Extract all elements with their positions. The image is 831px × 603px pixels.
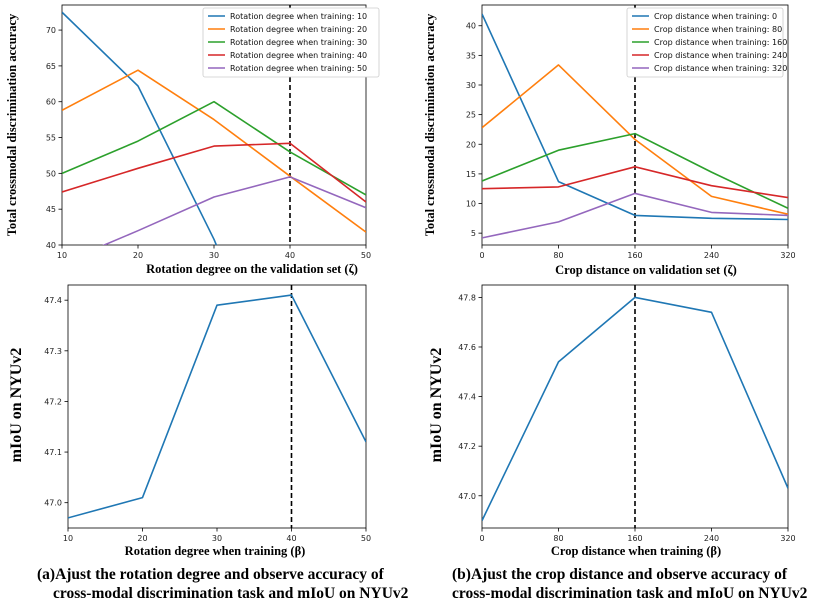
y-tick-label: 20 [466, 140, 476, 149]
legend-entry: Rotation degree when training: 30 [230, 38, 367, 47]
panel-b-top: 0 80 160 240 320 5 10 15 20 25 30 35 40 Crop distance… [466, 4, 796, 260]
panel-a-bottom: 10 20 30 40 50 47.0 47.1 47.2 47.3 47.4 [44, 284, 371, 543]
x-tick-label: 0 [479, 534, 484, 543]
y-tick-label: 55 [46, 134, 56, 143]
series-line [62, 11, 218, 245]
legend-entry: Rotation degree when training: 20 [230, 25, 367, 34]
caption-b-line1: (b)Ajust the crop distance and observe a… [452, 566, 788, 583]
legend-entry: Rotation degree when training: 50 [230, 64, 367, 73]
y-tick-label: 65 [46, 62, 56, 71]
y-tick-label: 60 [46, 98, 56, 107]
series-group [62, 11, 366, 245]
series-line [68, 294, 366, 519]
y-tick-label: 25 [466, 111, 476, 120]
panel-a-top-xlabel: Rotation degree on the validation set (ζ… [146, 262, 358, 276]
y-tick-label: 47.8 [458, 293, 476, 302]
legend-entry: Crop distance when training: 240 [654, 51, 787, 60]
y-tick-label: 70 [46, 26, 56, 35]
panel-a-top: 10 20 30 40 50 40 45 50 55 60 65 70 Rotation degree … [46, 4, 380, 260]
x-tick-label: 320 [780, 251, 795, 260]
series-group [482, 296, 788, 521]
x-tick-label: 40 [285, 251, 295, 260]
series-line [482, 13, 788, 221]
series-line [482, 132, 788, 210]
panel-a-top-ylabel: Total crossmodal discrimination accuracy [5, 13, 19, 236]
y-tick-label: 47.2 [458, 442, 476, 451]
panel-a-bottom-xlabel: Rotation degree when training (β) [125, 544, 306, 558]
caption-a-line1: (a)Ajust the rotation degree and observe… [37, 566, 385, 583]
y-tick-label: 47.0 [44, 499, 62, 508]
x-tick-label: 0 [479, 251, 484, 260]
series-line [62, 100, 366, 196]
panel-b-top-xlabel: Crop distance on validation set (ζ) [555, 263, 737, 277]
y-tick-label: 10 [466, 200, 476, 209]
panel-a-bottom-ylabel: mIoU on NYUv2 [8, 348, 25, 463]
y-tick-label: 40 [466, 22, 476, 31]
x-tick-label: 160 [627, 534, 642, 543]
y-tick-label: 47.4 [44, 296, 62, 305]
x-tick-label: 320 [780, 534, 795, 543]
legend-box [202, 7, 380, 78]
plot-frame [67, 284, 367, 529]
x-tick-label: 10 [57, 251, 67, 260]
y-tick-label: 15 [466, 170, 476, 179]
y-tick-label: 35 [466, 51, 476, 60]
series-line [482, 166, 788, 199]
legend-entry: Crop distance when training: 80 [654, 25, 782, 34]
y-tick-label: 47.4 [458, 393, 476, 402]
x-tick-label: 40 [286, 534, 296, 543]
x-tick-label: 20 [133, 251, 143, 260]
y-tick-label: 47.3 [44, 347, 62, 356]
panel-b-top-ylabel: Total crossmodal discrimination accuracy [423, 13, 437, 236]
legend-entry: Crop distance when training: 0 [654, 12, 777, 21]
series-line [482, 192, 788, 239]
legend-entry: Rotation degree when training: 10 [230, 12, 367, 21]
x-tick-label: 30 [209, 251, 219, 260]
legend-entry: Crop distance when training: 160 [654, 38, 787, 47]
legend-box [626, 7, 784, 78]
x-tick-label: 20 [137, 534, 147, 543]
x-tick-label: 10 [63, 534, 73, 543]
series-line [102, 176, 366, 245]
x-tick-label: 80 [553, 534, 563, 543]
legend-entry: Rotation degree when training: 40 [230, 51, 367, 60]
y-tick-label: 47.0 [458, 492, 476, 501]
y-tick-label: 30 [466, 81, 476, 90]
series-group [68, 294, 366, 519]
legend-entry: Crop distance when training: 320 [654, 64, 787, 73]
x-tick-label: 80 [553, 251, 563, 260]
y-tick-label: 47.6 [458, 343, 476, 352]
caption-a-line2: cross-modal discrimination task and mIoU… [53, 585, 409, 602]
series-line [482, 296, 788, 521]
panel-b-bottom-ylabel: mIoU on NYUv2 [428, 348, 445, 463]
series-line [62, 69, 366, 233]
y-tick-label: 47.2 [44, 397, 62, 406]
y-tick-label: 45 [46, 205, 56, 214]
series-group [482, 13, 788, 239]
y-tick-label: 40 [46, 241, 56, 250]
panel-b-bottom: 0 80 160 240 320 47.0 47.2 47.4 47.6 47.8 [458, 284, 796, 543]
panel-b-bottom-xlabel: Crop distance when training (β) [551, 544, 721, 558]
y-tick-label: 50 [46, 169, 56, 178]
y-tick-label: 5 [471, 229, 476, 238]
x-tick-label: 50 [361, 251, 371, 260]
x-tick-label: 240 [704, 534, 719, 543]
series-line [482, 64, 788, 215]
caption-b-line2: cross-modal discrimination task and mIoU… [452, 585, 808, 602]
series-line [62, 142, 366, 203]
x-tick-label: 50 [361, 534, 371, 543]
x-tick-label: 30 [212, 534, 222, 543]
x-tick-label: 160 [627, 251, 642, 260]
y-tick-label: 47.1 [44, 448, 62, 457]
x-tick-label: 240 [704, 251, 719, 260]
